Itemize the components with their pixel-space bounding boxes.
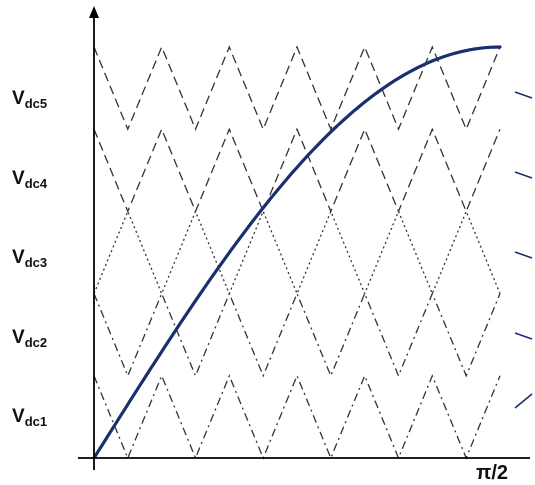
- carrier-band-2: [93, 291, 501, 378]
- side-mark-3: [514, 251, 533, 259]
- level-label-1: Vdc1: [12, 406, 47, 429]
- carrier-band-1: [93, 374, 501, 460]
- side-mark-1: [514, 91, 533, 99]
- side-marks: [514, 91, 533, 409]
- level-label-3: Vdc3: [12, 247, 47, 270]
- side-mark-4: [514, 332, 533, 340]
- carrier-waves: [93, 45, 501, 460]
- carrier-band-3: [93, 209, 501, 296]
- carrier-band-5: [93, 45, 501, 131]
- level-label-2: Vdc2: [12, 327, 47, 350]
- side-mark-2: [514, 171, 533, 179]
- carrier-band-4: [93, 127, 501, 214]
- reference-sine-curve: [92, 45, 502, 460]
- y-axis-arrowhead: [89, 6, 99, 18]
- side-mark-5: [514, 393, 533, 409]
- level-label-5: Vdc5: [12, 88, 47, 111]
- x-axis-end-label: π/2: [476, 462, 508, 484]
- level-label-4: Vdc4: [12, 168, 48, 191]
